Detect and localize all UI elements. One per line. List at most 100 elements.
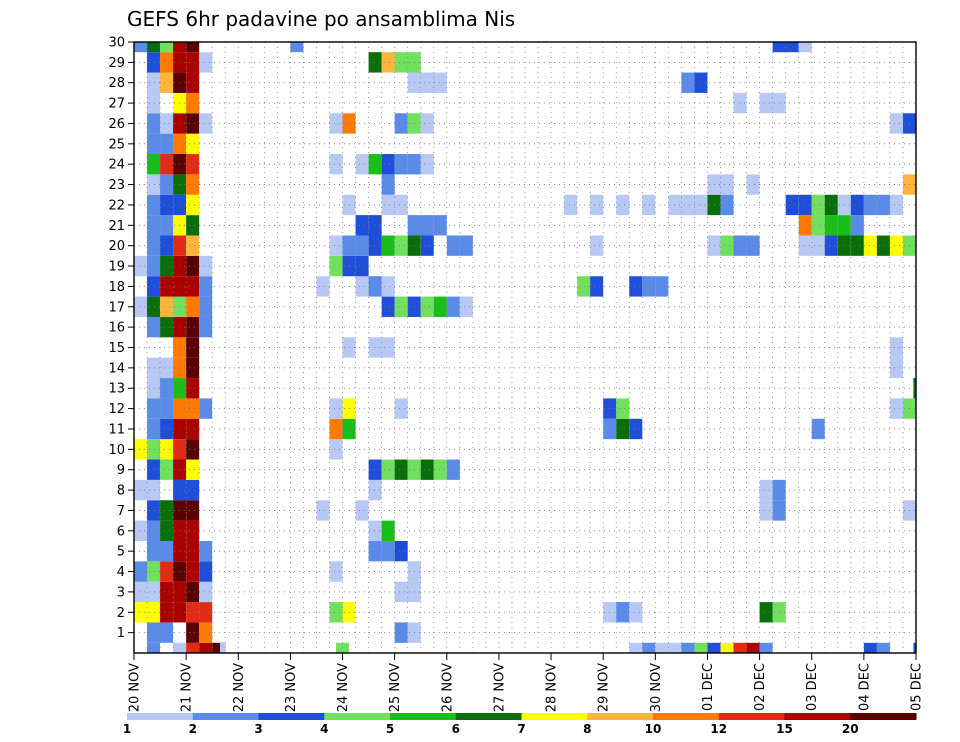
heatmap-cell — [368, 52, 382, 73]
heatmap-cell — [160, 581, 174, 603]
heatmap-cell — [913, 642, 916, 653]
heatmap-cell — [160, 235, 174, 256]
heatmap-cell — [134, 439, 148, 460]
x-tick-label: 24 NOV — [336, 663, 351, 712]
heatmap-cell — [329, 154, 343, 175]
heatmap-cell — [798, 235, 812, 256]
heatmap-cell — [394, 113, 408, 134]
colorbar-swatch — [127, 713, 194, 720]
heatmap-cell — [381, 174, 395, 195]
colorbar-swatch — [455, 713, 522, 720]
heatmap-cell — [186, 154, 200, 175]
x-tick-label: 22 NOV — [232, 663, 247, 712]
heatmap-cell — [147, 642, 161, 653]
colorbar-label: 20 — [842, 722, 859, 736]
y-tick-label: 16 — [108, 321, 125, 336]
heatmap-cell — [746, 174, 760, 195]
heatmap-cell — [199, 316, 213, 338]
y-tick-label: 8 — [117, 484, 125, 499]
x-tick-label: 20 NOV — [128, 663, 143, 712]
heatmap-cell — [147, 154, 161, 175]
heatmap-cell — [811, 194, 825, 216]
heatmap-cell — [355, 255, 369, 277]
heatmap-cell — [381, 235, 395, 256]
heatmap-cell — [160, 42, 174, 53]
heatmap-cell — [720, 235, 734, 256]
y-tick-label: 25 — [108, 137, 125, 152]
heatmap-cell — [368, 540, 382, 562]
heatmap-cell — [134, 255, 148, 277]
heatmap-cell — [381, 276, 395, 297]
heatmap-cell — [186, 215, 200, 236]
heatmap-cell — [147, 276, 161, 297]
heatmap-cell — [134, 561, 148, 582]
y-tick-label: 18 — [108, 280, 125, 295]
heatmap-cell — [212, 642, 226, 653]
heatmap-cell — [590, 194, 604, 216]
heatmap-cell — [394, 581, 421, 603]
heatmap-cell — [707, 235, 721, 256]
heatmap-cell — [134, 581, 148, 603]
heatmap-cell — [655, 276, 669, 297]
heatmap-cell — [629, 602, 643, 623]
heatmap-cell — [681, 72, 695, 93]
heatmap-cell — [186, 418, 200, 440]
heatmap-cell — [629, 418, 643, 440]
heatmap-cell — [733, 235, 747, 256]
x-axis: 20 NOV 21 NOV 22 NOV 23 NOV 24 NOV 25 NOV 26 N… — [128, 653, 925, 712]
y-tick-label: 15 — [108, 341, 125, 356]
heatmap-cell — [329, 255, 343, 277]
heatmap-cell — [759, 602, 773, 623]
heatmap-cell — [160, 418, 174, 440]
heatmap-cell — [381, 52, 395, 73]
heatmap-cell — [433, 296, 447, 317]
heatmap-cell — [160, 500, 174, 521]
y-tick-label: 7 — [117, 504, 125, 519]
heatmap-cell — [616, 602, 630, 623]
heatmap-cell — [368, 479, 382, 501]
y-axis: 1234567891011121314151617181920212223242… — [108, 36, 134, 641]
heatmap-cell — [876, 235, 890, 256]
heatmap-cell — [459, 296, 473, 317]
colorbar-swatch — [324, 713, 391, 720]
heatmap-cell — [186, 235, 200, 256]
heatmap-cell — [876, 194, 890, 216]
heatmap-cell — [147, 316, 161, 338]
heatmap-cell — [160, 398, 174, 419]
heatmap-cell — [824, 235, 838, 256]
heatmap-cell — [186, 92, 200, 114]
heatmap-cell — [759, 479, 773, 501]
heatmap-cell — [199, 581, 213, 603]
y-tick-label: 19 — [108, 260, 125, 275]
heatmap-cell — [186, 337, 200, 358]
heatmap-cell — [329, 439, 343, 460]
heatmap-cell — [394, 235, 408, 256]
heatmap-cell — [199, 52, 213, 73]
x-tick-label: 30 NOV — [649, 663, 664, 712]
heatmap-cell — [746, 642, 760, 653]
heatmap-cell — [433, 459, 447, 480]
heatmap-cell — [616, 418, 630, 440]
colorbar-label: 7 — [517, 722, 525, 736]
x-tick-label: 23 NOV — [284, 663, 299, 712]
colorbar-swatch — [390, 713, 457, 720]
heatmap-cell — [329, 418, 343, 440]
heatmap-cell — [186, 398, 200, 419]
heatmap-cell — [863, 194, 877, 216]
heatmap-cell — [433, 215, 447, 236]
heatmap-cell — [160, 602, 174, 623]
x-tick-label: 27 NOV — [492, 663, 507, 712]
heatmap-cell — [733, 642, 747, 653]
heatmap-cell — [147, 215, 161, 236]
heatmap-cell — [616, 194, 630, 216]
heatmap-cell — [199, 561, 213, 582]
heatmap-cell — [446, 459, 460, 480]
heatmap-cell — [147, 581, 161, 603]
heatmap-cell — [707, 194, 721, 216]
colorbar-label: 6 — [452, 722, 460, 736]
heatmap-cell — [381, 459, 395, 480]
heatmap-cell — [147, 52, 161, 73]
heatmap-cell — [329, 113, 343, 134]
heatmap-cell — [368, 154, 382, 175]
heatmap-cell — [420, 113, 434, 134]
